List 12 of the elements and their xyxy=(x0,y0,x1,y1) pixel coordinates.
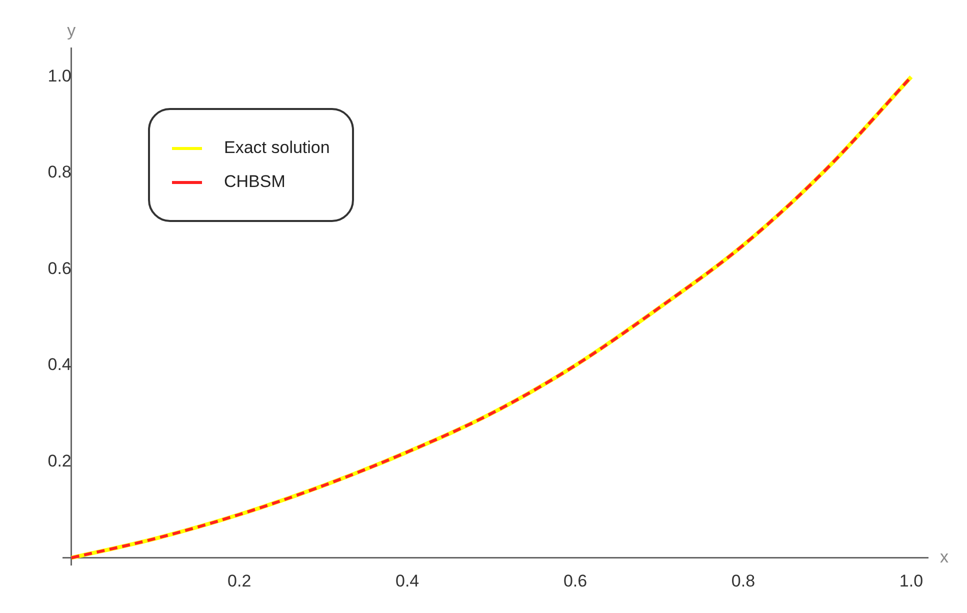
x-tick-label: 1.0 xyxy=(899,572,924,591)
x-tick-label: 0.6 xyxy=(563,572,588,591)
x-tick-label: 0.8 xyxy=(731,572,756,591)
y-tick-label: 0.8 xyxy=(48,162,72,182)
y-tick-label: 0.2 xyxy=(48,451,72,470)
y-tick-label: 0.6 xyxy=(48,258,72,278)
y-axis-title: y xyxy=(67,21,76,40)
legend-label: CHBSM xyxy=(224,172,286,192)
x-axis-title: x xyxy=(940,547,949,566)
x-tick-label: 0.2 xyxy=(228,572,252,591)
x-tick-label: 0.4 xyxy=(396,572,420,591)
legend-label: Exact solution xyxy=(224,138,330,158)
